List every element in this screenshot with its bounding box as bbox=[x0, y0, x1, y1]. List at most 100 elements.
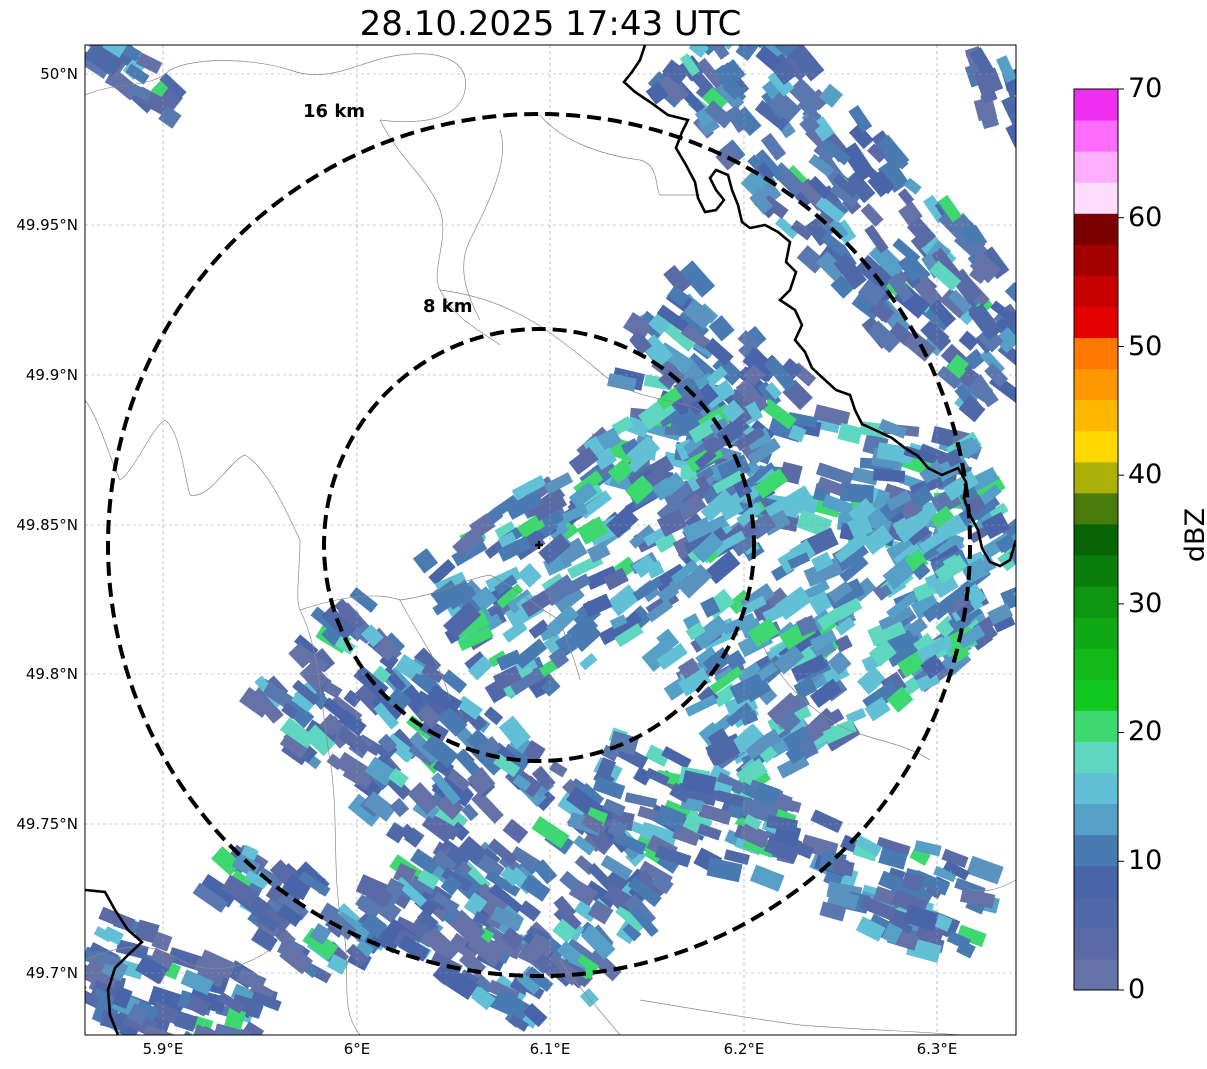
echo-cell bbox=[755, 149, 785, 181]
echo-cell bbox=[903, 445, 938, 465]
echo-cell bbox=[820, 231, 845, 255]
echo-cell bbox=[903, 177, 922, 195]
echo-cell bbox=[847, 514, 874, 540]
echo-cell bbox=[102, 45, 130, 58]
echo-cell bbox=[698, 803, 733, 826]
echo-cell bbox=[794, 189, 814, 208]
echo-cell bbox=[568, 446, 599, 476]
echo-cell bbox=[545, 604, 579, 638]
echo-cell bbox=[892, 238, 921, 264]
echo-cell bbox=[809, 629, 838, 652]
echo-cell bbox=[906, 617, 928, 638]
echo-cell bbox=[654, 532, 678, 554]
echo-cell bbox=[978, 483, 1002, 506]
echo-cell bbox=[808, 153, 835, 178]
echo-cell bbox=[193, 958, 220, 978]
echo-cell bbox=[417, 869, 440, 890]
echo-cell bbox=[816, 476, 845, 497]
echo-cell bbox=[197, 949, 236, 980]
echo-cell bbox=[740, 170, 767, 197]
echo-cell bbox=[485, 566, 522, 593]
echo-cell bbox=[696, 57, 725, 89]
echo-cell bbox=[793, 677, 818, 700]
echo-cell bbox=[995, 55, 1016, 83]
echo-cell bbox=[715, 772, 745, 795]
echo-cell bbox=[487, 883, 524, 917]
echo-cell bbox=[525, 966, 554, 992]
echo-cell bbox=[969, 267, 987, 285]
echo-cell bbox=[703, 100, 734, 129]
colorbar-segment bbox=[1074, 648, 1118, 680]
lon-tick-6: 6°E bbox=[343, 1040, 371, 1058]
echo-cell bbox=[188, 988, 227, 1014]
echo-cell bbox=[809, 678, 842, 709]
echo-cell bbox=[522, 1003, 548, 1028]
echo-cell bbox=[815, 251, 847, 282]
echo-cell bbox=[754, 100, 790, 131]
echo-cell bbox=[749, 189, 774, 215]
echo-cell bbox=[658, 368, 679, 390]
echo-cell bbox=[464, 651, 488, 673]
echo-cell bbox=[159, 72, 187, 100]
echo-cell bbox=[389, 797, 410, 818]
echo-cell bbox=[592, 776, 626, 800]
echo-cell bbox=[788, 424, 807, 443]
echo-cell bbox=[720, 500, 744, 521]
echo-cell bbox=[377, 733, 398, 754]
echo-cell bbox=[666, 285, 690, 307]
echo-cell bbox=[732, 106, 762, 137]
echo-cell bbox=[756, 161, 775, 181]
echo-cell bbox=[343, 689, 362, 708]
echo-cell bbox=[151, 931, 173, 952]
echo-cell bbox=[930, 596, 955, 621]
echo-cell bbox=[979, 246, 1010, 280]
echo-cell bbox=[85, 980, 87, 996]
echo-cell bbox=[602, 567, 629, 591]
echo-cell bbox=[319, 713, 343, 737]
echo-cell bbox=[679, 385, 704, 408]
echo-cell bbox=[463, 892, 488, 917]
echo-cell bbox=[745, 462, 777, 488]
echo-cell bbox=[655, 769, 685, 787]
echo-cell bbox=[901, 504, 920, 520]
echo-cell bbox=[541, 574, 578, 607]
echo-cell bbox=[632, 554, 657, 578]
echo-cell bbox=[656, 628, 680, 652]
echo-cell bbox=[965, 495, 987, 516]
echo-cell bbox=[702, 87, 728, 113]
echo-cell bbox=[856, 666, 887, 695]
echo-cell bbox=[803, 557, 843, 587]
echo-cell bbox=[281, 702, 299, 719]
echo-cell bbox=[990, 300, 1016, 328]
echo-cell bbox=[691, 45, 716, 56]
colorbar-segment bbox=[1074, 337, 1118, 370]
echo-cell bbox=[532, 859, 558, 885]
echo-cell bbox=[822, 718, 857, 745]
echo-cell bbox=[512, 774, 532, 792]
echo-cell bbox=[774, 586, 812, 621]
echo-cell bbox=[422, 733, 459, 769]
echo-cell bbox=[834, 634, 853, 653]
echo-cell bbox=[309, 922, 332, 946]
echo-cell bbox=[919, 460, 945, 484]
echo-cell bbox=[827, 650, 852, 675]
echo-cell bbox=[514, 638, 548, 669]
echo-cell bbox=[712, 15, 736, 38]
echo-cell bbox=[969, 252, 1002, 284]
echo-cell bbox=[691, 614, 730, 650]
echo-cell bbox=[759, 745, 778, 764]
echo-cell bbox=[859, 895, 897, 922]
echo-cell bbox=[294, 634, 319, 658]
echo-cell bbox=[914, 840, 942, 857]
echo-cell bbox=[949, 268, 982, 304]
echo-cell bbox=[607, 457, 635, 484]
echo-cell bbox=[441, 867, 473, 892]
lat-tick-49-85: 49.85°N bbox=[16, 516, 78, 534]
echo-cell bbox=[722, 77, 745, 101]
echo-cell bbox=[585, 565, 619, 590]
echo-cell bbox=[601, 744, 620, 762]
echo-cell bbox=[651, 873, 674, 895]
echo-cell bbox=[911, 273, 945, 310]
echo-cell bbox=[221, 874, 260, 908]
echo-cell bbox=[279, 942, 314, 975]
